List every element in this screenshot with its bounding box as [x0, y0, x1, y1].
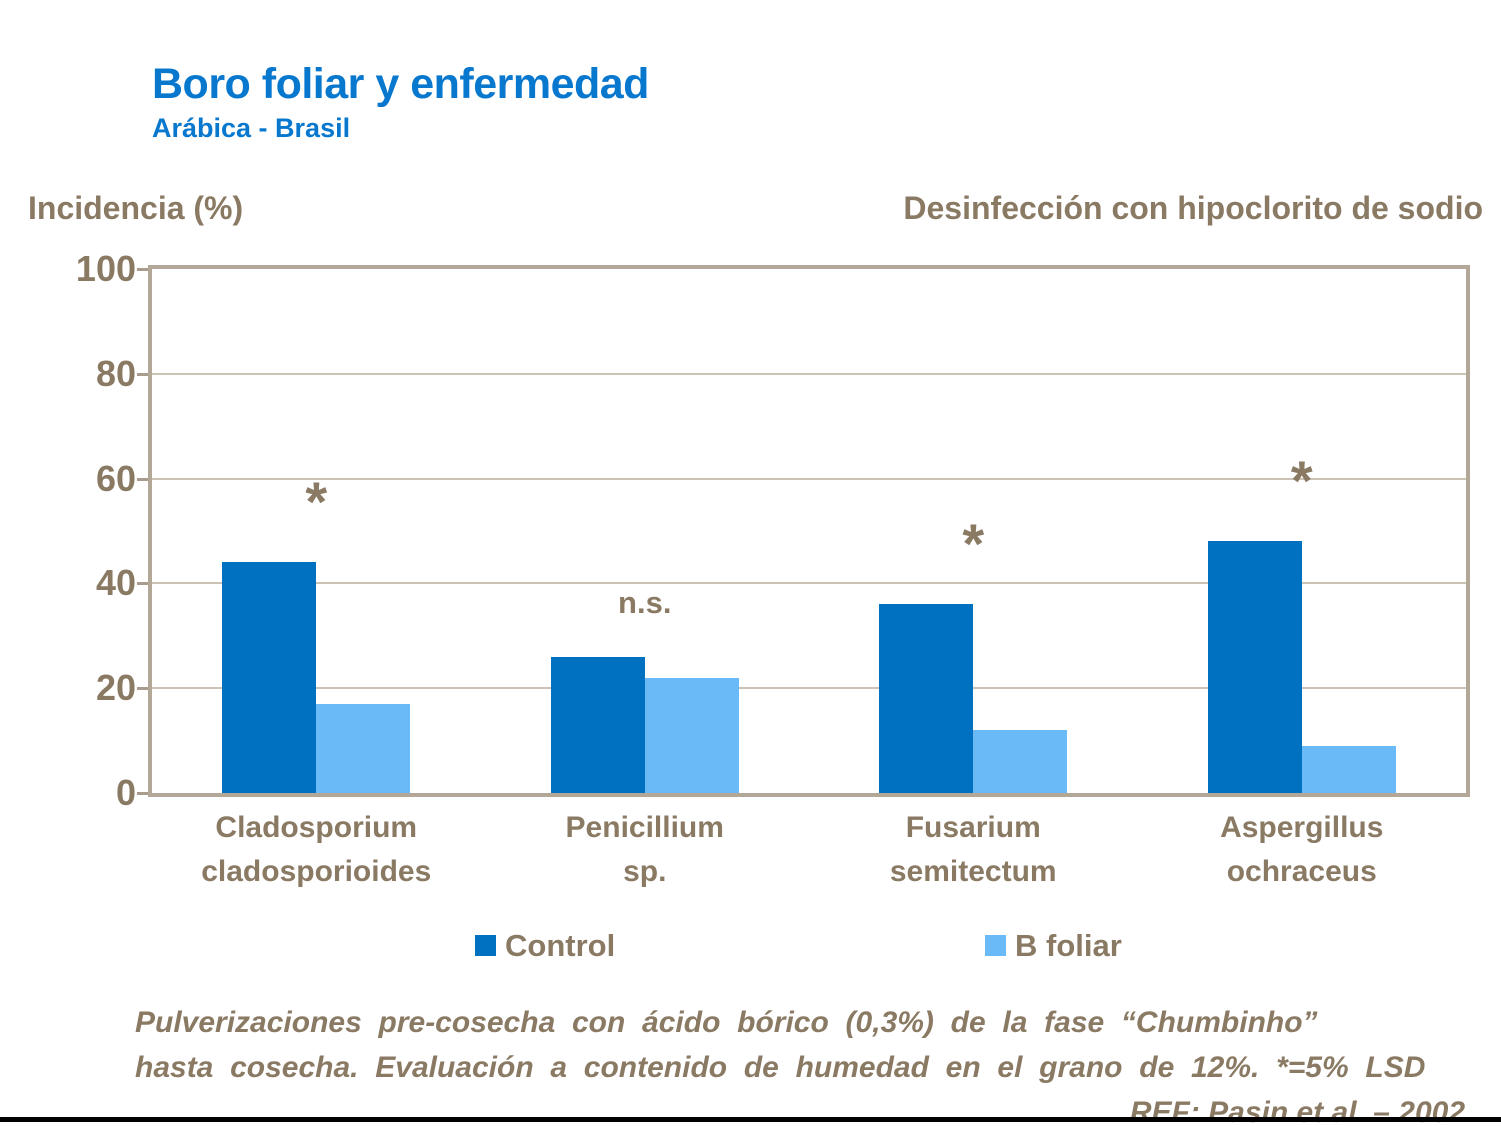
y-tick-mark-20 [137, 687, 148, 691]
plot-area [148, 265, 1470, 797]
footnote: Pulverizaciones pre-cosecha con ácido bó… [135, 1000, 1465, 1126]
bar-control-1 [550, 656, 645, 793]
y-tick-mark-60 [137, 477, 148, 481]
bar-control-3 [1207, 541, 1302, 793]
y-tick-mark-80 [137, 372, 148, 376]
bar-b-foliar-2 [973, 730, 1068, 793]
gridline-60 [152, 477, 1466, 480]
bar-b-foliar-0 [316, 703, 411, 793]
bar-control-2 [879, 604, 974, 793]
significance-star-3: * [1290, 449, 1313, 513]
bar-control-0 [222, 562, 317, 793]
bar-b-foliar-1 [644, 677, 739, 793]
category-label-0: Cladosporium cladosporioides [201, 811, 432, 888]
y-tick-mark-0 [137, 792, 148, 795]
page-subtitle: Arábica - Brasil [152, 113, 351, 143]
page-title: Boro foliar y enfermedad [152, 60, 649, 108]
y-tick-label-40: 40 [95, 562, 136, 604]
bar-b-foliar-3 [1301, 745, 1396, 793]
significance-star-0: * [305, 470, 328, 534]
category-label-1: Penicillium sp. [565, 811, 724, 888]
y-tick-label-60: 60 [95, 457, 136, 499]
y-tick-label-80: 80 [95, 352, 136, 394]
gridline-40 [152, 582, 1466, 585]
gridline-80 [152, 372, 1466, 375]
footnote-line-2: hasta cosecha. Evaluación a contenido de… [135, 1051, 1426, 1084]
footnote-line-1: Pulverizaciones pre-cosecha con ácido bó… [135, 1006, 1318, 1039]
legend-item-control: Control [475, 928, 615, 964]
chart-context-note: Desinfección con hipoclorito de sodio [903, 190, 1483, 226]
category-label-2: Fusarium semitectum [889, 811, 1057, 888]
legend-label-control: Control [505, 928, 616, 963]
bottom-divider [0, 1117, 1501, 1122]
y-axis-title: Incidencia (%) [28, 190, 244, 226]
y-tick-label-100: 100 [75, 248, 136, 289]
b-foliar-series-swatch [985, 935, 1006, 956]
category-label-3: Aspergillus ochraceus [1220, 811, 1384, 888]
legend-item-b-foliar: B foliar [985, 928, 1122, 964]
control-series-swatch [475, 935, 496, 956]
significance-star-2: * [962, 512, 985, 576]
significance-ns-1: n.s. [618, 584, 672, 620]
y-tick-label-0: 0 [115, 772, 136, 813]
gridline-20 [152, 687, 1466, 690]
y-tick-label-20: 20 [95, 667, 136, 709]
y-tick-mark-100 [137, 268, 148, 271]
y-tick-mark-40 [137, 582, 148, 586]
legend-label-b-foliar: B foliar [1015, 928, 1122, 963]
